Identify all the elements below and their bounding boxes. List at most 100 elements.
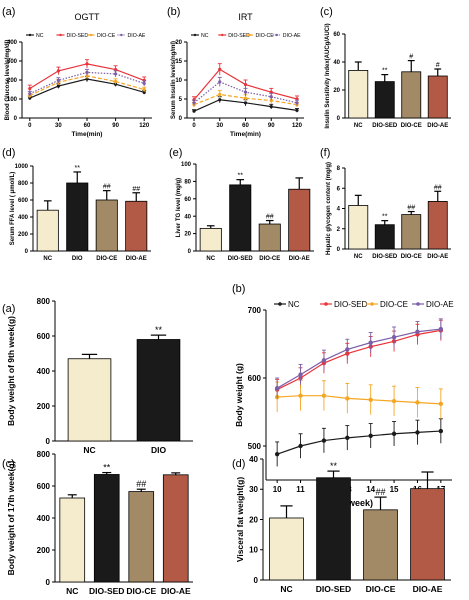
x-tick-label: 120 — [139, 123, 150, 129]
x-category-label: DIO-AE — [427, 123, 448, 129]
bar — [374, 81, 395, 119]
significance-mark: # — [436, 62, 440, 69]
chart-title: IRT — [238, 12, 253, 22]
y-tick-label: 600 — [248, 374, 262, 383]
y-tick-label: 200 — [37, 402, 51, 411]
y-tick-label: 100 — [7, 97, 18, 103]
bar — [363, 509, 398, 581]
series-line — [276, 430, 441, 455]
x-category-label: NC — [66, 586, 78, 596]
data-point — [368, 340, 373, 345]
y-tick-label: 0 — [46, 437, 51, 446]
legend-label: NC — [288, 300, 300, 309]
data-point — [56, 69, 61, 73]
series-line — [29, 78, 145, 99]
x-category-label: DIO-CE — [401, 254, 422, 260]
y-tick-label: 400 — [18, 215, 29, 221]
data-point — [28, 96, 32, 100]
data-point — [321, 393, 327, 398]
x-tick-label: 15 — [390, 485, 399, 494]
bar — [36, 209, 59, 252]
x-category-label: DIO-CE — [366, 584, 396, 594]
bar — [427, 201, 448, 250]
data-point — [321, 358, 327, 363]
data-point — [28, 92, 32, 96]
significance-mark: ## — [266, 214, 274, 221]
legend-label: NC — [201, 33, 209, 39]
bar — [125, 200, 148, 252]
data-point — [368, 397, 373, 402]
x-axis-label: Time(min) — [72, 131, 103, 138]
y-tick-label: 5 — [179, 97, 183, 103]
x-tick-label: 90 — [112, 123, 119, 129]
y-tick-label: 0 — [14, 116, 18, 122]
x-category-label: DIO-SED — [372, 123, 398, 129]
x-tick-label: 11 — [296, 485, 305, 494]
panel-label: (a) — [2, 6, 15, 18]
bar — [162, 474, 189, 583]
y-tick-label: 20 — [184, 232, 191, 238]
legend-marker — [275, 33, 278, 37]
legend-marker — [278, 302, 282, 306]
y-tick-label: 400 — [37, 514, 51, 523]
bar — [128, 491, 155, 583]
y-tick-label: 600 — [18, 198, 29, 204]
series-line — [277, 395, 441, 405]
series-line — [276, 328, 441, 389]
data-point — [438, 428, 444, 434]
y-tick-label: 800 — [37, 297, 51, 306]
data-point — [269, 105, 273, 109]
data-point — [243, 101, 248, 105]
x-category-label: DIO-SED — [89, 586, 124, 596]
y-axis-label: Body weight of 9th week(g) — [6, 316, 16, 426]
y-tick-label: 200 — [18, 232, 29, 238]
significance-mark: ** — [103, 463, 111, 473]
series-line — [276, 329, 441, 391]
significance-mark: ** — [155, 325, 163, 335]
data-point — [391, 398, 397, 404]
x-category-label: NC — [354, 123, 363, 129]
y-tick-label: 10 — [175, 78, 182, 84]
data-point — [218, 92, 222, 97]
y-tick-label: 8 — [337, 166, 341, 172]
x-tick-label: 90 — [268, 123, 275, 129]
panel-label: (a) — [2, 303, 15, 315]
significance-mark: ** — [382, 68, 388, 75]
x-category-label: DIO-AE — [427, 254, 448, 260]
data-point — [56, 84, 61, 88]
legend-label: NC — [36, 33, 44, 39]
y-tick-label: 15 — [175, 59, 182, 65]
data-point — [368, 433, 373, 438]
y-tick-label: 0 — [337, 116, 341, 122]
panel-label: (d) — [2, 147, 15, 159]
x-tick-label: 30 — [55, 123, 62, 129]
legend-marker — [120, 33, 123, 37]
bar — [136, 339, 181, 442]
x-tick-label: 10 — [273, 485, 282, 494]
x-tick-label: 120 — [292, 123, 303, 129]
data-point — [391, 431, 397, 436]
data-point — [85, 70, 89, 74]
legend-marker — [193, 33, 197, 37]
x-tick-label: 60 — [84, 123, 91, 129]
significance-mark: ## — [103, 184, 111, 191]
y-tick-label: 20 — [175, 40, 182, 46]
x-tick-label: 30 — [216, 123, 223, 129]
significance-mark: ## — [375, 487, 385, 497]
significance-mark: ** — [382, 214, 388, 221]
data-point — [415, 430, 420, 435]
y-tick-label: 0 — [254, 576, 259, 585]
y-tick-label: 200 — [7, 78, 18, 84]
x-category-label: NC — [83, 445, 95, 455]
data-point — [56, 78, 61, 82]
data-point — [142, 90, 146, 94]
bar — [66, 182, 89, 252]
data-point — [243, 82, 248, 87]
y-tick-label: 6 — [337, 186, 341, 192]
data-point — [295, 108, 299, 112]
x-axis-label: (week) — [345, 498, 373, 508]
y-tick-label: 500 — [248, 442, 262, 451]
